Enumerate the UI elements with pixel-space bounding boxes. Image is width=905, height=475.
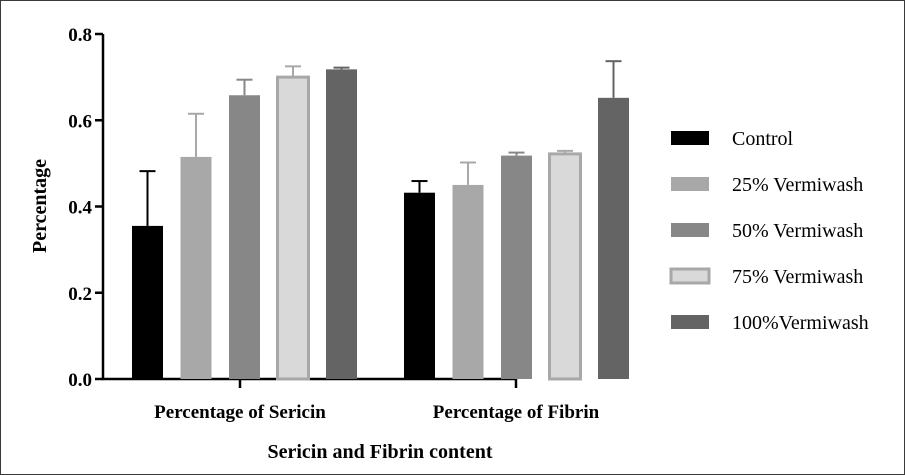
legend-swatch-0 [671,131,709,145]
bar-1-1 [452,184,484,379]
y-tick-label: 0.0 [68,370,92,391]
bar-3-1 [548,152,582,381]
legend-label-3: 75% Vermiwash [732,266,863,288]
bar-3-0 [276,75,310,381]
legend-label-4: 100%Vermiwash [732,312,869,334]
legend-label-1: 25% Vermiwash [732,174,863,196]
bar-4-1 [598,97,629,379]
y-tick-label: 0.2 [68,284,92,305]
bars-layer [132,60,629,381]
bar-2-0 [229,95,260,380]
bar-2-1 [501,155,532,379]
legend-swatch-2 [671,223,709,237]
bar-0-1 [404,192,435,379]
bar-4-0 [326,69,357,380]
bar-0-0 [132,225,163,379]
y-tick-label: 0.4 [68,198,92,219]
y-tick-label: 0.8 [68,25,92,46]
bar-1-0 [180,156,212,379]
legend-label-0: Control [732,128,794,150]
legend-swatch-3 [669,267,711,285]
x-axis-label: Sericin and Fibrin content [267,441,492,463]
x-category-label: Percentage of Sericin [154,402,326,423]
legend-label-2: 50% Vermiwash [732,220,863,242]
legend: Control 25% Vermiwash 50% Vermiwash 75% Ver… [669,128,869,334]
y-axis-label: Percentage [29,159,51,253]
x-category-label: Percentage of Fibrin [433,402,600,423]
y-tick-label: 0.6 [68,111,92,132]
x-axis: Percentage of Sericin Percentage of Fibri… [102,377,600,423]
y-axis: 0.0 0.2 0.4 0.6 0.8 [68,25,105,391]
legend-swatch-1 [671,177,709,191]
legend-swatch-4 [671,315,709,329]
